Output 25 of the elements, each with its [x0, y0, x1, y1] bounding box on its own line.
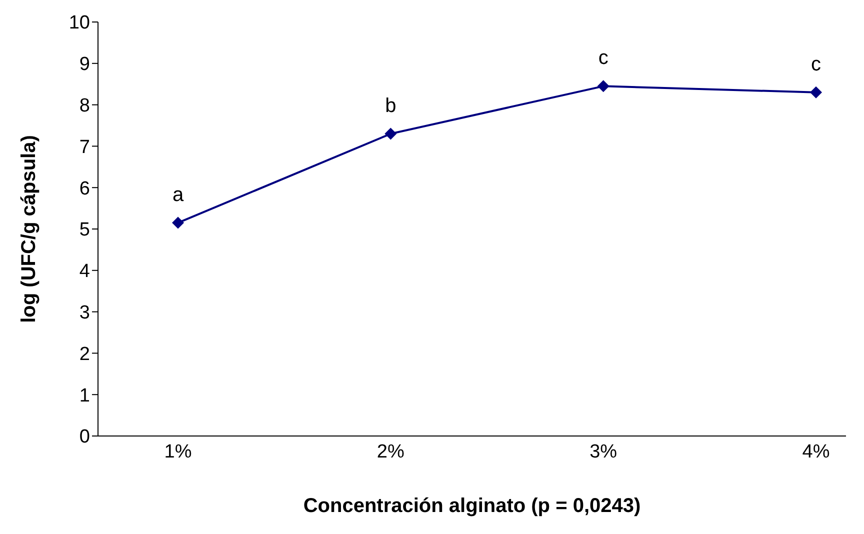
annotation: a: [172, 184, 184, 206]
annotation: c: [811, 53, 821, 76]
y-tick-label: 7: [79, 136, 90, 158]
annotation: c: [598, 47, 608, 70]
point: [597, 80, 610, 92]
y-tick-label: 4: [79, 261, 90, 282]
x-tick-label: 1%: [164, 441, 192, 462]
point: [172, 216, 184, 229]
y-tick-label: 1: [79, 385, 90, 406]
x-tick-label: 4%: [802, 441, 830, 462]
y-tick-label: 2: [79, 344, 90, 365]
x-tick-label: 3%: [590, 441, 618, 462]
y-tick-label: 8: [79, 96, 90, 117]
x-tick-label: 2%: [376, 441, 404, 462]
y-tick-label: 9: [79, 54, 90, 76]
y-tick-label: 0: [79, 426, 90, 448]
y-tick-label: 3: [79, 302, 90, 324]
y-axis-title: log (UFC/g cápsula): [18, 135, 40, 323]
y-tick-label: 10: [68, 12, 90, 34]
y-tick-label: 6: [79, 178, 90, 200]
point: [384, 128, 397, 140]
y-tick-label: 5: [79, 220, 90, 241]
point: [810, 86, 822, 98]
annotation: b: [385, 94, 396, 117]
x-axis-title: Concentración alginato (p = 0,0243): [303, 495, 641, 518]
